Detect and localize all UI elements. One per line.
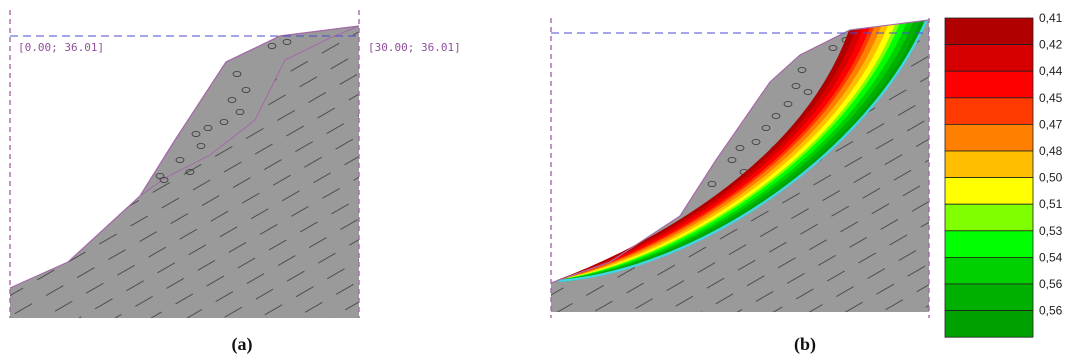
panel-a-soil-body bbox=[10, 26, 359, 318]
legend-swatch bbox=[944, 124, 1034, 152]
legend-label: 0,53 bbox=[1039, 224, 1063, 238]
legend-swatch bbox=[944, 283, 1034, 312]
gravel-symbol bbox=[267, 43, 277, 50]
legend-swatch bbox=[944, 230, 1034, 258]
gravel-symbol bbox=[235, 109, 245, 116]
gravel-symbol bbox=[761, 125, 771, 132]
panel-b: (b) bbox=[550, 18, 930, 355]
legend-label: 0,51 bbox=[1039, 197, 1063, 211]
gravel-symbol bbox=[232, 71, 242, 78]
gravel-symbol bbox=[791, 83, 801, 90]
gravel-symbol bbox=[159, 176, 169, 183]
panel-b-caption: (b) bbox=[794, 334, 816, 355]
legend-swatch bbox=[944, 256, 1034, 285]
panel-a-caption: (a) bbox=[232, 334, 253, 355]
gravel-symbol bbox=[707, 180, 717, 187]
gravel-symbol bbox=[828, 45, 838, 52]
legend-swatch bbox=[944, 70, 1034, 99]
slip-surface bbox=[556, 19, 928, 283]
legend-label: 0,45 bbox=[1039, 91, 1063, 105]
gravel-symbol bbox=[191, 130, 201, 137]
legend-label: 0,44 bbox=[1039, 64, 1063, 78]
gravel-symbol bbox=[783, 101, 793, 108]
legend-label: 0,50 bbox=[1039, 171, 1063, 185]
legend-swatch bbox=[944, 150, 1034, 179]
panel-a-right-coord-label: [30.00; 36.01] bbox=[368, 41, 461, 54]
gravel-symbol bbox=[282, 39, 292, 46]
gravel-symbol bbox=[803, 89, 813, 96]
factor-of-safety-legend: 0,41 0,42 0,44 0,45 0,47 0,48 0,50 0,51 0,53 0,54… bbox=[944, 11, 1063, 338]
legend-swatch bbox=[944, 44, 1034, 72]
panel-a-left-coord-label: [0.00; 36.01] bbox=[18, 41, 104, 54]
gravel-symbol bbox=[751, 138, 761, 145]
gravel-symbol bbox=[227, 97, 237, 104]
legend-label: 0,42 bbox=[1039, 38, 1063, 52]
legend-label: 0,47 bbox=[1039, 117, 1063, 131]
legend-swatch bbox=[944, 97, 1034, 125]
gravel-symbol bbox=[185, 168, 195, 175]
gravel-symbol bbox=[196, 142, 206, 149]
panel-a-gravel-symbols bbox=[155, 39, 292, 183]
legend-label: 0,48 bbox=[1039, 144, 1063, 158]
gravel-symbol bbox=[219, 119, 229, 126]
gravel-symbol bbox=[735, 144, 745, 151]
gravel-symbol bbox=[203, 125, 213, 132]
legend-label: 0,56 bbox=[1039, 277, 1063, 291]
panel-a: [0.00; 36.01] [30.00; 36.01] (a) bbox=[9, 10, 461, 355]
legend-label: 0,54 bbox=[1039, 250, 1063, 264]
legend-swatch bbox=[944, 310, 1034, 338]
gravel-symbol bbox=[797, 67, 807, 74]
legend-label: 0,56 bbox=[1039, 304, 1063, 318]
panel-b-slip-surfaces bbox=[556, 19, 928, 283]
legend-swatch bbox=[944, 177, 1034, 205]
panel-b-slope-outline bbox=[550, 19, 930, 284]
gravel-symbol bbox=[175, 156, 185, 163]
gravel-symbol bbox=[241, 87, 251, 94]
legend-swatch bbox=[944, 17, 1034, 46]
legend-label: 0,41 bbox=[1039, 11, 1063, 25]
gravel-symbol bbox=[727, 156, 737, 163]
legend-swatch bbox=[944, 203, 1034, 232]
panel-b-upper-layer bbox=[680, 30, 850, 216]
gravel-symbol bbox=[771, 113, 781, 120]
panel-a-slope-outline bbox=[9, 25, 360, 289]
